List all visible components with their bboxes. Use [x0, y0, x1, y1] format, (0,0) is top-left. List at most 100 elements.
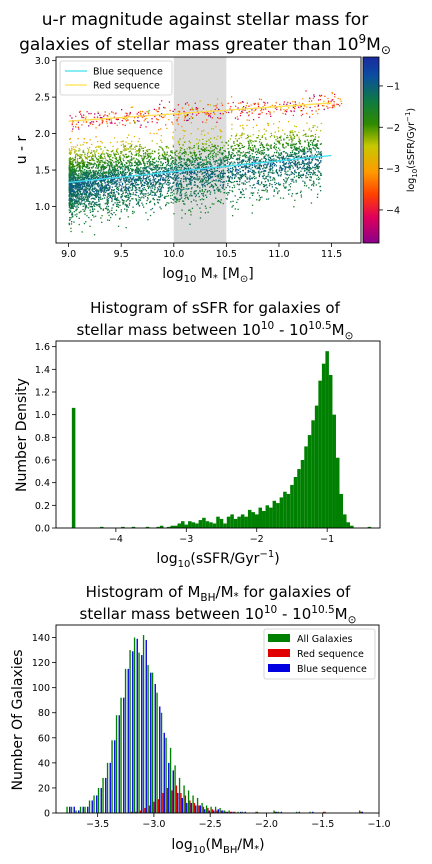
scatter-point	[206, 196, 208, 198]
scatter-point	[72, 215, 74, 218]
scatter-point	[253, 183, 255, 186]
scatter-point	[263, 174, 265, 176]
scatter-point	[84, 153, 86, 155]
scatter-point	[185, 161, 187, 163]
scatter-point	[80, 174, 82, 176]
scatter-point	[161, 184, 163, 186]
scatter-point	[220, 160, 222, 162]
scatter-point	[315, 184, 317, 186]
scatter-point	[190, 191, 192, 193]
scatter-point	[98, 165, 100, 168]
scatter-point	[75, 183, 77, 185]
scatter-point	[309, 150, 311, 153]
scatter-point	[192, 177, 195, 179]
scatter-point	[147, 192, 149, 194]
scatter-point	[237, 157, 239, 160]
scatter-point	[132, 193, 134, 196]
scatter-point	[159, 196, 161, 198]
scatter-point	[74, 160, 76, 162]
scatter-point	[79, 162, 81, 164]
scatter-point	[98, 163, 100, 165]
scatter-point	[96, 201, 98, 204]
scatter-point	[157, 181, 159, 183]
scatter-point	[168, 147, 170, 149]
scatter-point	[260, 165, 262, 168]
scatter-point	[99, 145, 102, 148]
scatter-point	[93, 188, 95, 190]
scatter-point	[241, 182, 243, 184]
scatter-point	[244, 175, 247, 178]
scatter-point	[212, 158, 215, 160]
scatter-point	[251, 153, 253, 155]
scatter-point	[69, 163, 72, 165]
scatter-point	[149, 180, 151, 182]
scatter-point	[192, 158, 195, 160]
scatter-point	[89, 173, 91, 176]
scatter-point	[170, 162, 172, 165]
scatter-point	[318, 136, 320, 138]
scatter-point	[108, 157, 111, 159]
scatter-point	[70, 162, 73, 164]
scatter-point	[288, 165, 290, 167]
scatter-point	[233, 180, 236, 183]
scatter-point	[71, 180, 73, 182]
scatter-point	[158, 146, 161, 148]
scatter-point	[81, 158, 83, 160]
scatter-point	[79, 153, 81, 156]
scatter-point	[136, 171, 138, 173]
scatter-point	[158, 156, 160, 158]
scatter-point	[122, 143, 124, 145]
scatter-point	[290, 136, 292, 138]
scatter-point	[291, 150, 294, 152]
scatter-point	[205, 188, 207, 191]
scatter-point	[139, 170, 141, 172]
scatter-point	[82, 197, 84, 199]
scatter-point	[222, 184, 224, 187]
scatter-point	[269, 145, 271, 147]
scatter-point	[298, 131, 300, 134]
scatter-point	[184, 130, 186, 132]
scatter-point	[101, 174, 103, 177]
scatter-point	[168, 175, 170, 177]
scatter-point	[204, 143, 206, 145]
scatter-point	[228, 180, 230, 182]
scatter-point	[198, 151, 200, 153]
scatter-point	[237, 159, 239, 161]
scatter-point	[287, 176, 290, 179]
scatter-point	[109, 173, 112, 176]
scatter-point	[220, 162, 222, 164]
scatter-point	[268, 148, 270, 150]
scatter-point	[145, 168, 147, 170]
scatter-point	[111, 169, 114, 171]
scatter-point	[320, 154, 322, 156]
scatter-point	[124, 175, 126, 177]
scatter-point	[82, 144, 84, 146]
scatter-point	[138, 189, 140, 191]
scatter-point	[313, 183, 315, 185]
scatter-point	[222, 181, 225, 183]
scatter-point	[171, 152, 174, 154]
scatter-point	[138, 170, 140, 172]
scatter-point	[266, 166, 268, 169]
scatter-point	[193, 170, 196, 172]
scatter-point	[97, 192, 100, 194]
scatter-point	[239, 177, 241, 179]
scatter-point	[256, 168, 258, 170]
scatter-point	[89, 159, 92, 161]
scatter-point	[76, 194, 78, 197]
scatter-point	[116, 182, 118, 185]
scatter-point	[183, 167, 185, 169]
scatter-point	[161, 153, 164, 155]
scatter-point	[251, 158, 253, 160]
scatter-point	[79, 149, 81, 151]
scatter-point	[113, 191, 116, 193]
scatter-point	[284, 187, 286, 189]
scatter-point	[201, 168, 203, 171]
scatter-point	[286, 179, 288, 181]
scatter-point	[82, 189, 84, 191]
scatter-point	[86, 164, 88, 166]
scatter-point	[88, 204, 90, 206]
scatter-point	[194, 161, 196, 163]
scatter-point	[100, 188, 102, 190]
scatter-point	[135, 153, 138, 155]
